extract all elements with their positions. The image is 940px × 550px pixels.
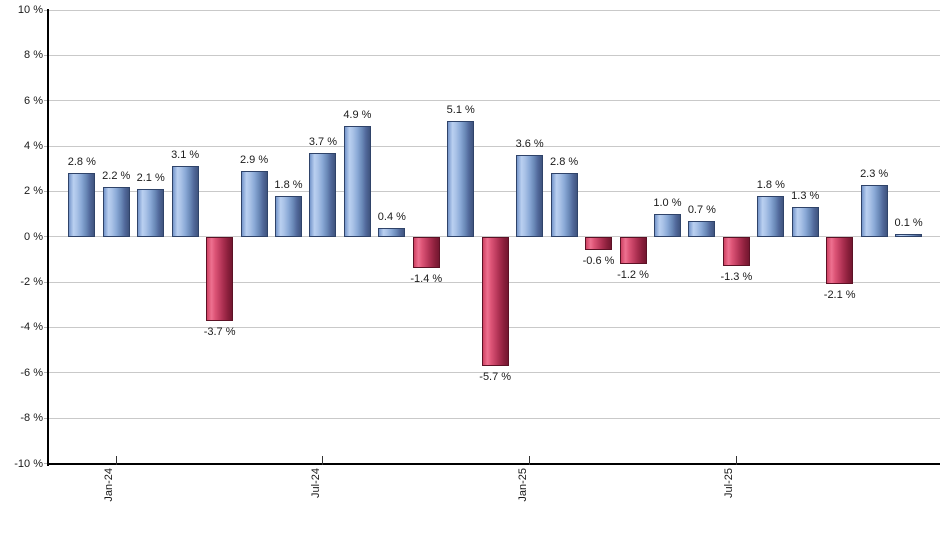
bar-value-label: 3.1 % xyxy=(171,149,200,162)
y-axis-tick-label: -10 % xyxy=(14,457,43,470)
y-axis-tick-label: 2 % xyxy=(24,185,43,198)
y-axis-tick xyxy=(44,54,49,56)
bar-value-label: 2.8 % xyxy=(550,156,579,169)
bar-value-label: 2.1 % xyxy=(136,172,165,185)
y-axis-tick-label: 6 % xyxy=(24,94,43,107)
bar-value-label: -3.7 % xyxy=(203,325,236,338)
y-axis-tick-label: 10 % xyxy=(17,4,43,16)
bar-value-label: -1.4 % xyxy=(410,273,443,286)
x-axis-tick-label: Jul-25 xyxy=(723,467,736,498)
y-axis-tick xyxy=(44,417,49,419)
bar-negative xyxy=(722,236,750,267)
bar-value-label: 1.8 % xyxy=(274,178,303,191)
bar-value-label: 3.7 % xyxy=(308,135,337,148)
bar-negative xyxy=(826,236,854,285)
gridline xyxy=(49,9,940,11)
y-axis-tick-label: -8 % xyxy=(20,412,43,425)
bar-positive xyxy=(343,125,371,237)
bar-positive xyxy=(688,220,716,237)
bar-negative xyxy=(585,236,613,251)
bar-positive xyxy=(791,207,819,237)
y-axis-tick-label: 0 % xyxy=(24,230,43,243)
y-axis-tick xyxy=(44,326,49,328)
bar-value-label: -5.7 % xyxy=(479,370,512,383)
y-axis-tick xyxy=(44,281,49,283)
bar-value-label: 5.1 % xyxy=(446,104,475,117)
bar-negative xyxy=(206,236,234,321)
bar-positive xyxy=(137,189,165,237)
bar-value-label: 4.9 % xyxy=(343,108,372,121)
bar-value-label: 0.1 % xyxy=(894,217,923,230)
bar-positive xyxy=(378,227,406,237)
bar-value-label: 2.2 % xyxy=(102,169,131,182)
x-axis-tick xyxy=(735,455,737,465)
x-axis-tick xyxy=(115,455,117,465)
y-axis-tick xyxy=(44,236,49,238)
bar-positive xyxy=(757,195,785,237)
bar-value-label: 3.6 % xyxy=(515,138,544,151)
bar-value-label: 0.7 % xyxy=(687,203,716,216)
bar-positive xyxy=(171,166,199,237)
bar-value-label: -1.3 % xyxy=(720,271,753,284)
x-axis-tick-label: Jan-25 xyxy=(516,467,529,502)
bar-value-label: 2.3 % xyxy=(860,167,889,180)
gridline xyxy=(49,54,940,56)
y-axis-tick xyxy=(44,463,49,464)
bar-value-label: 1.8 % xyxy=(756,178,785,191)
bar-positive xyxy=(447,121,475,237)
bar-value-label: 0.4 % xyxy=(377,210,406,223)
y-axis-tick xyxy=(44,145,49,147)
bar-value-label: 1.3 % xyxy=(791,190,820,203)
bar-value-label: -1.2 % xyxy=(617,268,649,281)
y-axis-tick xyxy=(44,372,49,374)
gridline xyxy=(49,100,940,102)
y-axis-line xyxy=(47,9,49,466)
x-axis-tick-label: Jan-24 xyxy=(103,467,116,502)
y-axis-tick-label: 4 % xyxy=(24,140,43,153)
x-axis-line xyxy=(47,462,940,465)
bar-positive xyxy=(240,170,268,237)
bar-negative xyxy=(619,236,647,264)
bar-positive xyxy=(895,234,923,237)
bar-positive xyxy=(102,186,130,237)
bar-positive xyxy=(516,155,544,237)
y-axis-tick xyxy=(44,190,49,192)
bar-positive xyxy=(550,173,578,237)
bar-positive xyxy=(860,184,888,237)
gridline xyxy=(49,190,940,192)
gridline xyxy=(49,145,940,147)
bar-value-label: -2.1 % xyxy=(823,289,856,302)
bar-value-label: 2.9 % xyxy=(239,153,269,166)
bar-negative xyxy=(412,236,440,269)
x-axis-tick xyxy=(529,455,531,465)
y-axis-tick xyxy=(44,9,49,11)
x-axis-tick-label: Jul-24 xyxy=(309,467,322,498)
bar-positive xyxy=(275,195,302,237)
bar-value-label: 1.0 % xyxy=(653,197,682,210)
y-axis-tick-label: 8 % xyxy=(24,49,43,62)
bar-value-label: -0.6 % xyxy=(582,255,615,268)
gridline xyxy=(49,372,940,374)
bar-positive xyxy=(309,152,337,237)
gridline xyxy=(49,417,940,419)
y-axis-tick-label: -2 % xyxy=(20,276,43,289)
bar-positive xyxy=(68,173,96,237)
bar-value-label: 2.8 % xyxy=(67,156,96,169)
bar-negative xyxy=(481,236,509,366)
y-axis-tick-label: -6 % xyxy=(20,366,43,379)
x-axis-tick xyxy=(322,455,324,465)
y-axis-tick-label: -4 % xyxy=(20,321,43,334)
bar-positive xyxy=(653,214,681,237)
y-axis-tick xyxy=(44,100,49,102)
